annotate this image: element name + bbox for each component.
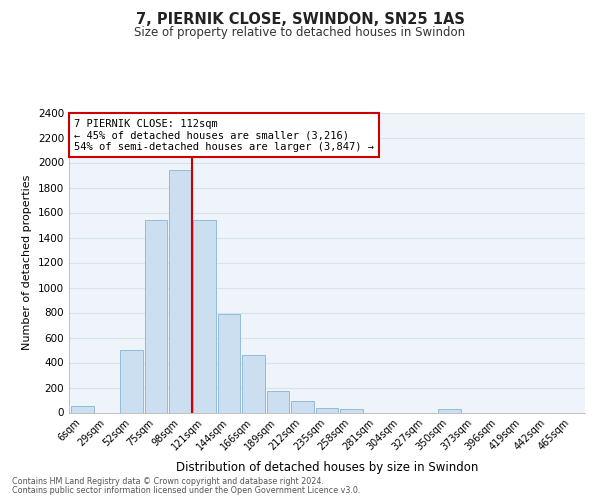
Bar (71, 406, 94, 412)
Bar (316, 408, 338, 412)
Bar (438, 409, 461, 412)
Text: 7 PIERNIK CLOSE: 112sqm
← 45% of detached houses are smaller (3,216)
54% of semi: 7 PIERNIK CLOSE: 112sqm ← 45% of detache… (74, 118, 374, 152)
Y-axis label: Number of detached properties: Number of detached properties (22, 175, 32, 350)
Text: 7, PIERNIK CLOSE, SWINDON, SN25 1AS: 7, PIERNIK CLOSE, SWINDON, SN25 1AS (136, 12, 464, 28)
Bar (291, 401, 314, 412)
Bar (267, 390, 289, 412)
X-axis label: Distribution of detached houses by size in Swindon: Distribution of detached houses by size … (176, 460, 478, 473)
Text: Size of property relative to detached houses in Swindon: Size of property relative to detached ho… (134, 26, 466, 39)
Bar (145, 220, 167, 412)
Text: Contains public sector information licensed under the Open Government Licence v3: Contains public sector information licen… (12, 486, 361, 495)
Bar (340, 409, 363, 412)
Text: Contains HM Land Registry data © Crown copyright and database right 2024.: Contains HM Land Registry data © Crown c… (12, 477, 324, 486)
Bar (218, 314, 241, 412)
Bar (169, 170, 191, 412)
Bar (242, 355, 265, 412)
Bar (120, 350, 143, 412)
Bar (193, 220, 216, 412)
